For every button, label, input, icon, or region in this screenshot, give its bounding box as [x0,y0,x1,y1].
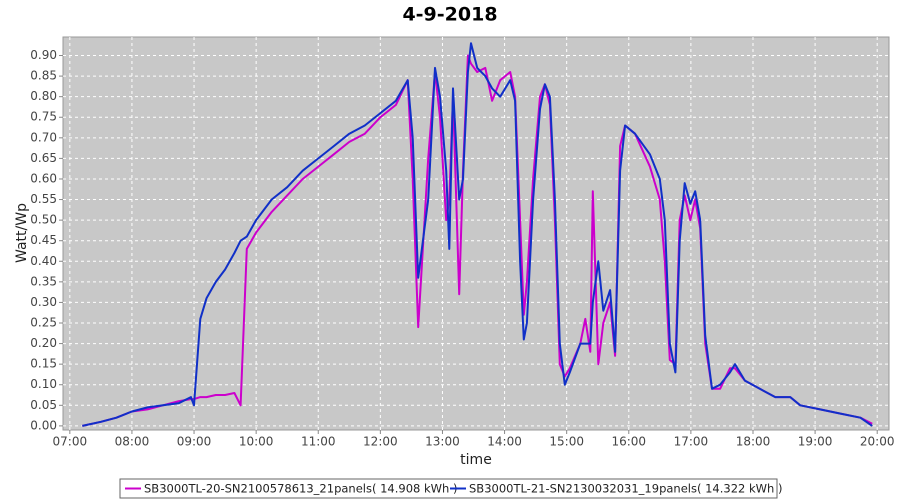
y-tick-label: 0.35 [30,274,57,288]
y-tick-label: 0.45 [30,233,57,247]
x-tick-label: 19:00 [798,435,833,449]
y-tick-label: 0.25 [30,316,57,330]
y-tick-label: 0.60 [30,171,57,185]
y-tick-label: 0.30 [30,295,57,309]
x-tick-label: 16:00 [611,435,646,449]
y-tick-label: 0.40 [30,254,57,268]
legend-label: SB3000TL-21-SN2130032031_19panels( 14.32… [469,482,782,496]
y-tick-label: 0.65 [30,151,57,165]
y-tick-label: 0.20 [30,336,57,350]
x-tick-label: 13:00 [425,435,460,449]
y-tick-label: 0.05 [30,398,57,412]
x-axis-title: time [460,452,492,468]
y-tick-label: 0.50 [30,213,57,227]
x-tick-label: 07:00 [53,435,88,449]
series-line [82,54,873,427]
plot-area [62,36,890,431]
legend-label: SB3000TL-20-SN2100578613_21panels( 14.90… [144,482,457,496]
x-tick-label: 14:00 [487,435,522,449]
y-axis-title: Watt/Wp [14,203,30,263]
y-tick-label: 0.10 [30,377,57,391]
y-tick-label: 0.80 [30,89,57,103]
y-tick-label: 0.85 [30,69,57,83]
x-tick-label: 11:00 [301,435,336,449]
y-tick-label: 0.55 [30,192,57,206]
y-tick-label: 0.90 [30,48,57,62]
y-tick-label: 0.75 [30,110,57,124]
x-tick-label: 15:00 [549,435,584,449]
x-tick-label: 10:00 [239,435,274,449]
x-tick-label: 20:00 [860,435,895,449]
y-tick-label: 0.15 [30,357,57,371]
chart-title: 4-9-2018 [402,4,497,26]
x-tick-label: 12:00 [363,435,398,449]
x-tick-label: 09:00 [177,435,212,449]
x-tick-label: 17:00 [674,435,709,449]
series-line [82,42,873,427]
y-tick-label: 0.00 [30,418,57,432]
legend-box [119,478,778,499]
y-tick-label: 0.70 [30,130,57,144]
x-tick-label: 08:00 [115,435,150,449]
x-tick-label: 18:00 [736,435,771,449]
